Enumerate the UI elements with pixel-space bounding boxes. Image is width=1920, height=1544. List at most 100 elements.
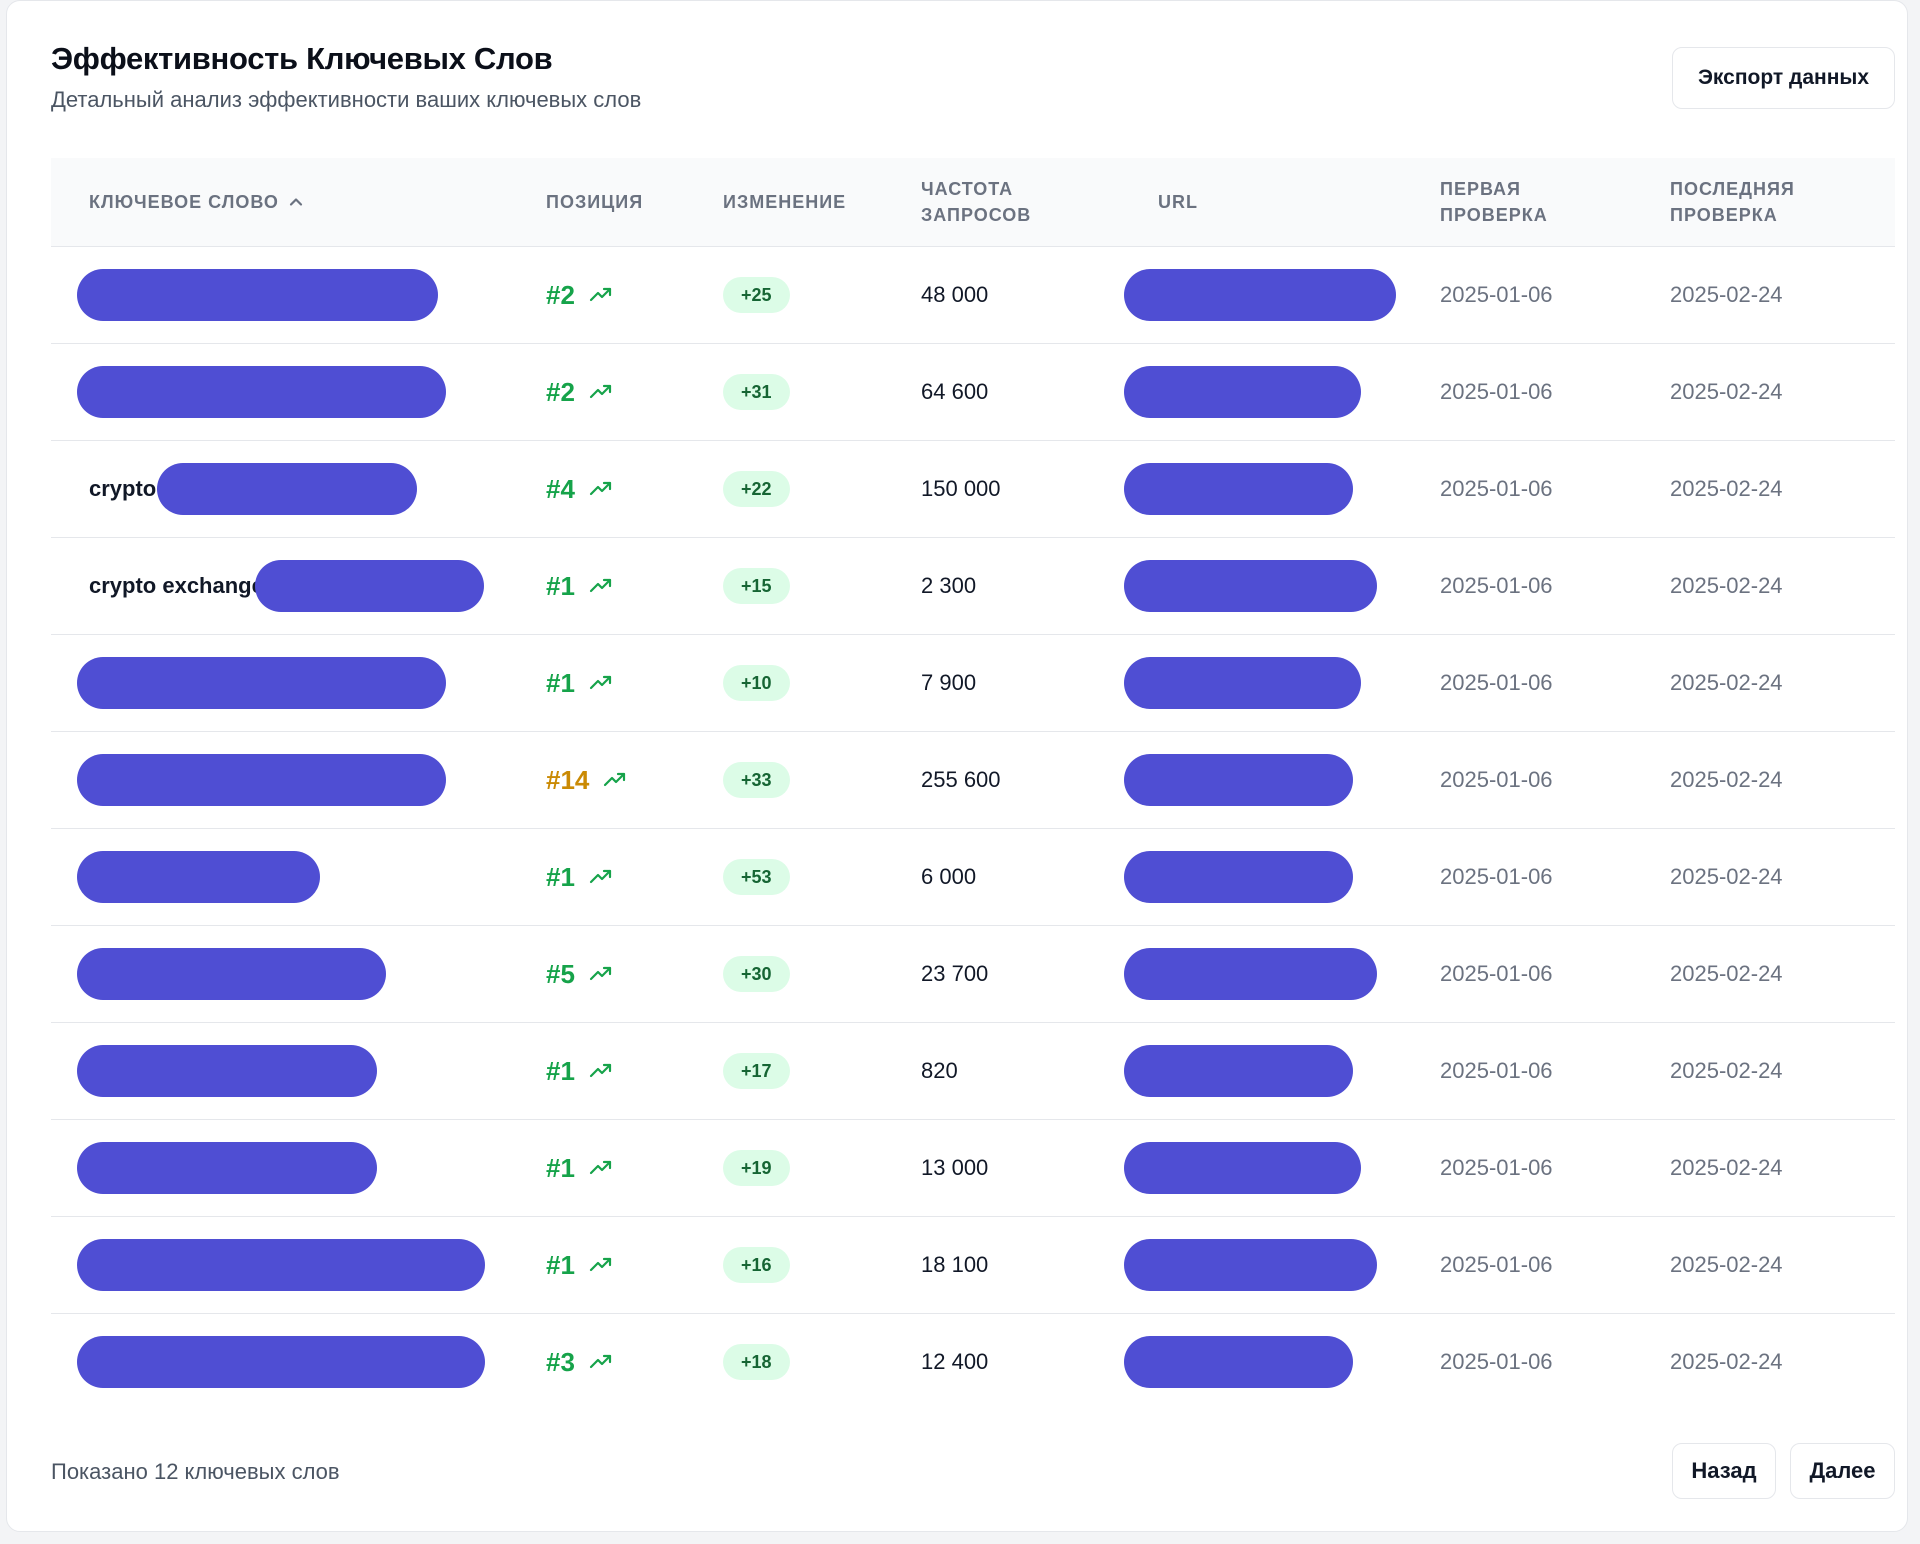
change-badge: +25 [723,277,790,313]
url-cell[interactable] [1124,247,1396,343]
column-header-change[interactable]: ИЗМЕНЕНИЕ [723,192,847,212]
url-cell[interactable] [1124,732,1353,828]
keyword-cell [51,829,511,925]
position-value-wrap: #1 [546,1153,613,1184]
last-check-cell: 2025-02-24 [1670,926,1783,1022]
change-cell: +31 [723,344,790,440]
results-count: Показано 12 ключевых слов [51,1459,340,1484]
trending-up-icon [603,772,627,788]
first-check-date: 2025-01-06 [1440,1252,1553,1277]
prev-page-button[interactable]: Назад [1672,1443,1776,1499]
url-redaction [1124,657,1361,709]
change-cell: +33 [723,732,790,828]
last-check-date: 2025-02-24 [1670,476,1783,501]
frequency-cell: 7 900 [921,635,976,731]
last-check-date: 2025-02-24 [1670,1058,1783,1083]
change-badge: +33 [723,762,790,798]
trending-up-icon [589,578,613,594]
column-header-keyword[interactable]: КЛЮЧЕВОЕ СЛОВО [89,158,303,246]
url-cell[interactable] [1124,1023,1353,1119]
table-row[interactable]: #1 +19 13 000 2025-01-06 2025-02-24 [51,1120,1895,1217]
frequency-value: 23 700 [921,961,989,986]
frequency-cell: 48 000 [921,247,988,343]
change-cell: +19 [723,1120,790,1216]
keyword-redaction [255,560,484,612]
url-cell[interactable] [1124,926,1377,1022]
column-header-url[interactable]: URL [1158,192,1198,212]
position-value: #1 [546,861,575,892]
column-header-keyword-label: КЛЮЧЕВОЕ СЛОВО [89,192,279,212]
position-value: #1 [546,1055,575,1086]
position-value-wrap: #1 [546,668,613,699]
table-row[interactable]: #1 +17 820 2025-01-06 2025-02-24 [51,1023,1895,1120]
table-row[interactable]: #2 +31 64 600 2025-01-06 2025-02-24 [51,344,1895,441]
first-check-date: 2025-01-06 [1440,864,1553,889]
frequency-cell: 2 300 [921,538,976,634]
first-check-date: 2025-01-06 [1440,767,1553,792]
url-cell[interactable] [1124,1217,1377,1313]
table-row[interactable]: #1 +16 18 100 2025-01-06 2025-02-24 [51,1217,1895,1314]
url-cell[interactable] [1124,635,1361,731]
position-value: #3 [546,1346,575,1377]
change-badge: +31 [723,374,790,410]
keyword-cell [51,732,511,828]
keyword-redaction [157,463,417,515]
last-check-cell: 2025-02-24 [1670,538,1783,634]
trending-up-icon [589,966,613,982]
url-cell[interactable] [1124,1314,1353,1410]
last-check-date: 2025-02-24 [1670,1349,1783,1374]
position-value-wrap: #2 [546,377,613,408]
table-row[interactable]: #1 +53 6 000 2025-01-06 2025-02-24 [51,829,1895,926]
column-header-position[interactable]: ПОЗИЦИЯ [546,192,644,212]
url-redaction [1124,948,1377,1000]
table-row[interactable]: #14 +33 255 600 2025-01-06 2025-02-24 [51,732,1895,829]
first-check-cell: 2025-01-06 [1440,926,1553,1022]
position-value-wrap: #1 [546,571,613,602]
last-check-date: 2025-02-24 [1670,670,1783,695]
change-badge: +16 [723,1247,790,1283]
url-cell[interactable] [1124,1120,1361,1216]
first-check-cell: 2025-01-06 [1440,1023,1553,1119]
position-cell: #1 [546,829,613,925]
table-row[interactable]: crypto #4 +22 150 000 2025-01-06 2025-02… [51,441,1895,538]
url-cell[interactable] [1124,538,1377,634]
keyword-cell: crypto exchange [51,538,511,634]
table-row[interactable]: #2 +25 48 000 2025-01-06 2025-02-24 [51,247,1895,344]
column-header-frequency[interactable]: ЧАСТОТА ЗАПРОСОВ [921,179,1032,225]
next-page-button[interactable]: Далее [1790,1443,1895,1499]
last-check-cell: 2025-02-24 [1670,247,1783,343]
position-value: #1 [546,1152,575,1183]
table-row[interactable]: #1 +10 7 900 2025-01-06 2025-02-24 [51,635,1895,732]
last-check-cell: 2025-02-24 [1670,344,1783,440]
url-cell[interactable] [1124,441,1353,537]
keyword-text: crypto exchange [89,573,264,598]
trending-up-icon [589,384,613,400]
keyword-cell [51,635,511,731]
column-header-last-check[interactable]: ПОСЛЕДНЯЯ ПРОВЕРКА [1670,179,1795,225]
url-cell[interactable] [1124,344,1361,440]
url-cell[interactable] [1124,829,1353,925]
keyword-cell [51,1217,511,1313]
keyword-redaction [77,754,446,806]
table-row[interactable]: #5 +30 23 700 2025-01-06 2025-02-24 [51,926,1895,1023]
change-cell: +17 [723,1023,790,1119]
position-cell: #5 [546,926,613,1022]
frequency-value: 12 400 [921,1349,989,1374]
table-row[interactable]: crypto exchange #1 +15 2 300 2025-01-06 … [51,538,1895,635]
first-check-cell: 2025-01-06 [1440,732,1553,828]
keyword-redaction [77,1239,485,1291]
first-check-date: 2025-01-06 [1440,282,1553,307]
frequency-value: 6 000 [921,864,977,889]
url-redaction [1124,1142,1361,1194]
position-cell: #1 [546,635,613,731]
frequency-value: 150 000 [921,476,1001,501]
table-row[interactable]: #3 +18 12 400 2025-01-06 2025-02-24 [51,1314,1895,1410]
column-header-first-check[interactable]: ПЕРВАЯ ПРОВЕРКА [1440,179,1548,225]
change-badge: +18 [723,1344,790,1380]
frequency-value: 18 100 [921,1252,989,1277]
position-cell: #1 [546,1023,613,1119]
export-data-button[interactable]: Экспорт данных [1672,47,1895,109]
position-cell: #1 [546,1120,613,1216]
first-check-date: 2025-01-06 [1440,670,1553,695]
first-check-cell: 2025-01-06 [1440,1120,1553,1216]
